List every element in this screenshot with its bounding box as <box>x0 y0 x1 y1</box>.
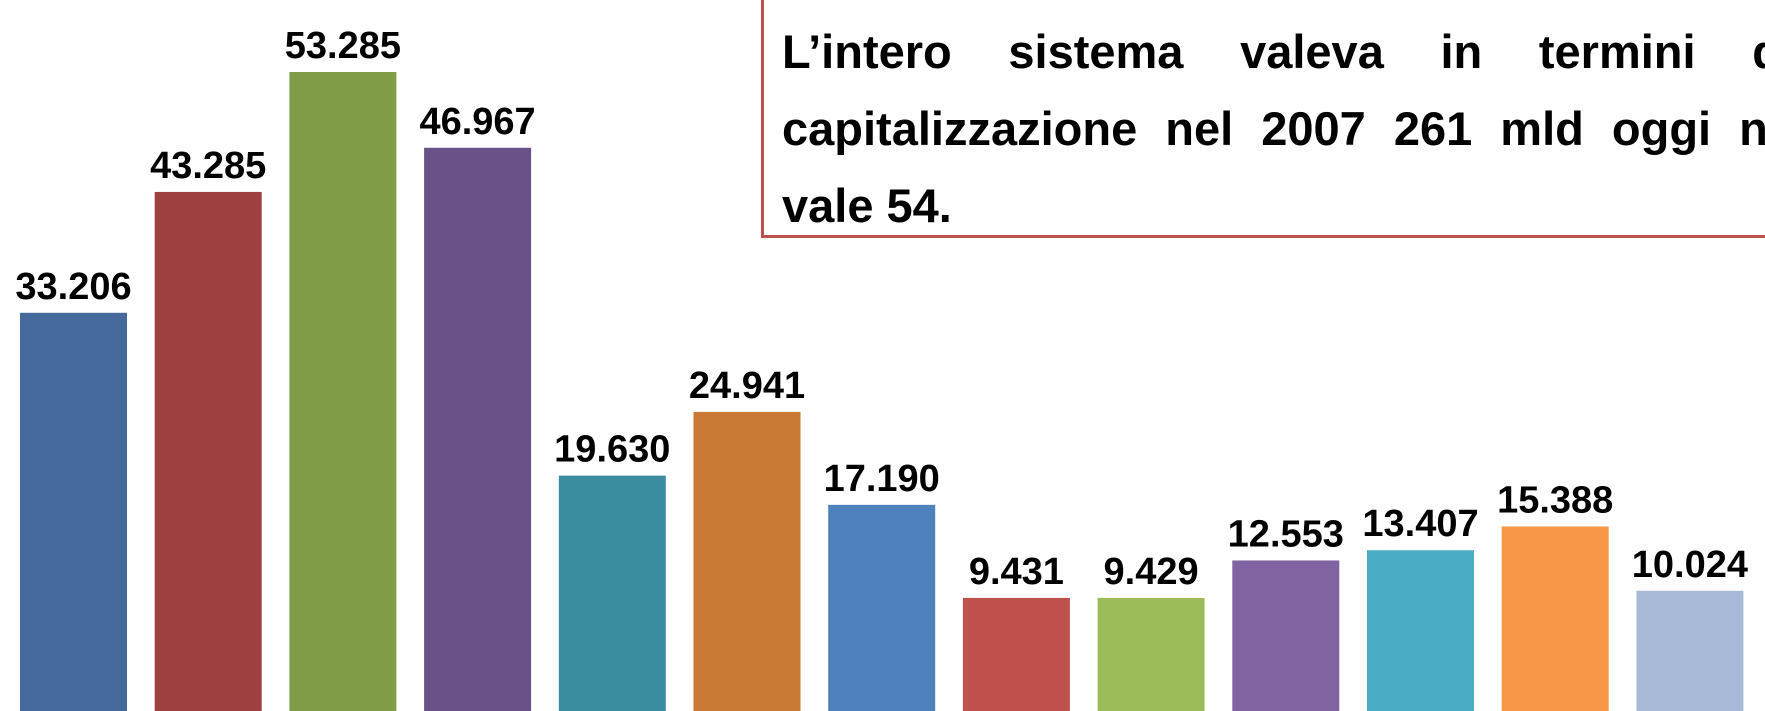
bar <box>1232 560 1340 711</box>
data-label: 33.206 <box>15 266 131 308</box>
data-label: 12.553 <box>1228 513 1344 555</box>
data-label: 43.285 <box>150 145 266 187</box>
data-label: 24.941 <box>689 365 805 407</box>
bar <box>962 597 1070 711</box>
bar <box>154 191 262 711</box>
data-label: 17.190 <box>824 458 940 500</box>
annotation-box: L’intero sistema valeva in termini di ca… <box>761 0 1765 238</box>
bar <box>1501 526 1609 711</box>
data-label: 10.024 <box>1632 544 1748 586</box>
data-label: 46.967 <box>419 101 535 143</box>
data-label: 19.630 <box>554 429 670 471</box>
bar <box>20 312 127 711</box>
data-label: 53.285 <box>285 25 401 67</box>
bar <box>1097 597 1205 711</box>
bar <box>1367 550 1474 711</box>
bar <box>1636 590 1744 711</box>
bar <box>424 147 532 711</box>
bar <box>289 72 397 711</box>
bar <box>693 411 801 711</box>
data-label: 9.431 <box>969 551 1064 593</box>
data-label: 15.388 <box>1497 479 1613 521</box>
bar <box>558 475 666 711</box>
data-label: 13.407 <box>1362 503 1478 545</box>
bar <box>828 504 936 711</box>
data-label: 9.429 <box>1104 551 1199 593</box>
